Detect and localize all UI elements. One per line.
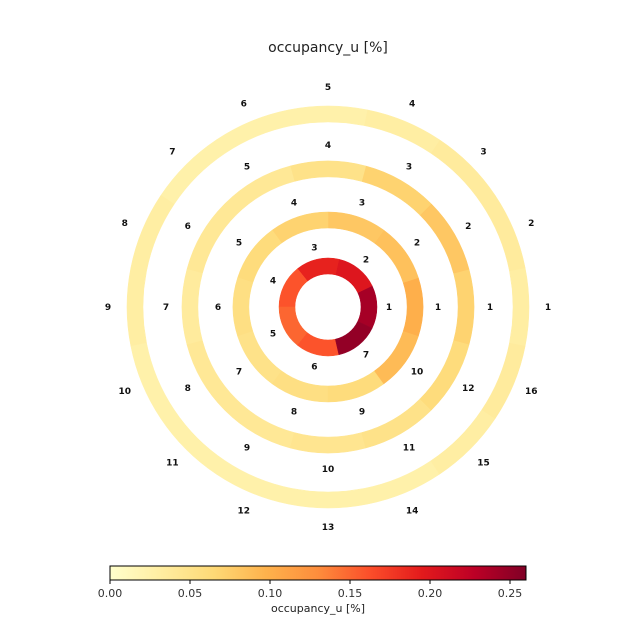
ring-3-label-11: 11 (403, 443, 416, 453)
ring-4-label-6: 6 (241, 100, 247, 110)
ring-1-label-2: 2 (363, 255, 369, 265)
ring-3-label-4: 4 (325, 141, 331, 151)
ring-2-label-9: 9 (359, 408, 365, 418)
ring-2-label-4: 4 (291, 198, 297, 208)
ring-1-label-4: 4 (270, 277, 276, 287)
ring-2-label-5: 5 (236, 238, 242, 248)
ring-4-label-14: 14 (406, 506, 419, 516)
ring-2-segment-9 (327, 370, 385, 403)
ring-3-label-5: 5 (244, 163, 250, 173)
ring-4-segment-5 (288, 105, 368, 126)
ring-4-label-11: 11 (166, 459, 179, 469)
ring-2-segment-5 (237, 229, 282, 283)
ring-4-segment-2 (481, 194, 526, 272)
ring-2-label-6: 6 (215, 303, 221, 313)
ring-4-segment-12 (215, 460, 293, 505)
ring-3-segment-9 (224, 398, 295, 449)
colorbar-gradient (109, 565, 527, 581)
ring-4-label-15: 15 (477, 459, 490, 469)
ring-4-label-13: 13 (322, 523, 335, 533)
ring-3-segment-10 (289, 432, 367, 454)
ring-3-segment-8 (186, 340, 237, 411)
ring-4-segment-10 (130, 342, 175, 420)
ring-4-segment-8 (130, 194, 175, 272)
ring-4-label-4: 4 (409, 100, 415, 110)
ring-3-label-1: 1 (487, 303, 493, 313)
colorbar-tick-label-3: 0.15 (338, 587, 363, 600)
colorbar-ticks: 0.00 0.05 0.10 0.15 0.20 0.25 (98, 580, 523, 600)
ring-1-segment-7 (335, 320, 373, 356)
ring-3-segment-6 (186, 203, 237, 274)
ring-3-segment-1 (453, 268, 475, 346)
ring-3-label-10: 10 (322, 465, 335, 475)
ring-4-segment-16 (481, 342, 526, 420)
ring-3-label-9: 9 (244, 443, 250, 453)
ring-3-segment-2 (419, 203, 470, 274)
colorbar-tick-label-0: 0.00 (98, 587, 123, 600)
rings-group (126, 105, 530, 509)
colorbar-tick-label-2: 0.10 (258, 587, 283, 600)
ring-3-label-8: 8 (185, 384, 191, 394)
colorbar-tick-label-5: 0.25 (498, 587, 523, 600)
ring-4-segment-1 (509, 267, 530, 347)
ring-4-label-8: 8 (122, 219, 128, 229)
ring-1-segment-1 (357, 285, 378, 329)
ring-2-segment-8 (271, 370, 329, 403)
ring-2-segment-1 (402, 277, 424, 337)
ring-4-label-9: 9 (105, 303, 111, 313)
ring-1-label-6: 6 (311, 362, 317, 372)
ring-4-segment-9 (126, 267, 147, 347)
ring-2-label-7: 7 (236, 368, 242, 378)
ring-3-segment-4 (289, 160, 367, 182)
ring-3-label-12: 12 (462, 384, 475, 394)
ring-4-segment-14 (363, 460, 441, 505)
ring-4-label-3: 3 (480, 147, 486, 157)
ring-4-label-10: 10 (118, 387, 131, 397)
ring-1-label-7: 7 (363, 351, 369, 361)
ring-1-label-3: 3 (311, 244, 317, 254)
ring-2-label-8: 8 (291, 408, 297, 418)
ring-3-label-3: 3 (406, 163, 412, 173)
ring-3-segment-11 (361, 398, 432, 449)
ring-4-segment-4 (363, 109, 441, 154)
ring-4-segment-6 (215, 109, 293, 154)
ring-3-segment-7 (181, 268, 203, 346)
ring-2-label-1: 1 (435, 303, 441, 313)
ring-2-segment-10 (374, 331, 419, 385)
colorbar: 0.00 0.05 0.10 0.15 0.20 0.25 occupancy_u [%] (98, 565, 527, 615)
ring-2-label-2: 2 (414, 238, 420, 248)
ring-4-label-12: 12 (238, 506, 251, 516)
ring-3-label-6: 6 (185, 222, 191, 232)
ring-2-segment-4 (271, 211, 329, 244)
ring-3-segment-5 (224, 165, 295, 216)
ring-1-label-1: 1 (386, 303, 392, 313)
ring-4-label-5: 5 (325, 83, 331, 93)
ring-2-segment-2 (374, 229, 419, 283)
colorbar-tick-label-1: 0.05 (178, 587, 203, 600)
ring-1-label-5: 5 (270, 329, 276, 339)
ring-4-label-2: 2 (528, 219, 534, 229)
ring-2-segment-6 (232, 277, 254, 337)
chart-title: occupancy_u [%] (268, 40, 388, 56)
ring-2-label-3: 3 (359, 198, 365, 208)
ring-3-label-2: 2 (465, 222, 471, 232)
ring-4-label-7: 7 (169, 147, 175, 157)
ring-3-label-7: 7 (163, 303, 169, 313)
ring-4-label-16: 16 (525, 387, 538, 397)
ring-3-segment-3 (361, 165, 432, 216)
ring-2-segment-3 (327, 211, 385, 244)
ring-4-segment-13 (288, 488, 368, 509)
ring-4-label-1: 1 (545, 303, 551, 313)
ring-2-label-10: 10 (411, 368, 424, 378)
colorbar-label: occupancy_u [%] (271, 602, 365, 615)
ring-3-segment-12 (419, 340, 470, 411)
colorbar-tick-label-4: 0.20 (418, 587, 443, 600)
